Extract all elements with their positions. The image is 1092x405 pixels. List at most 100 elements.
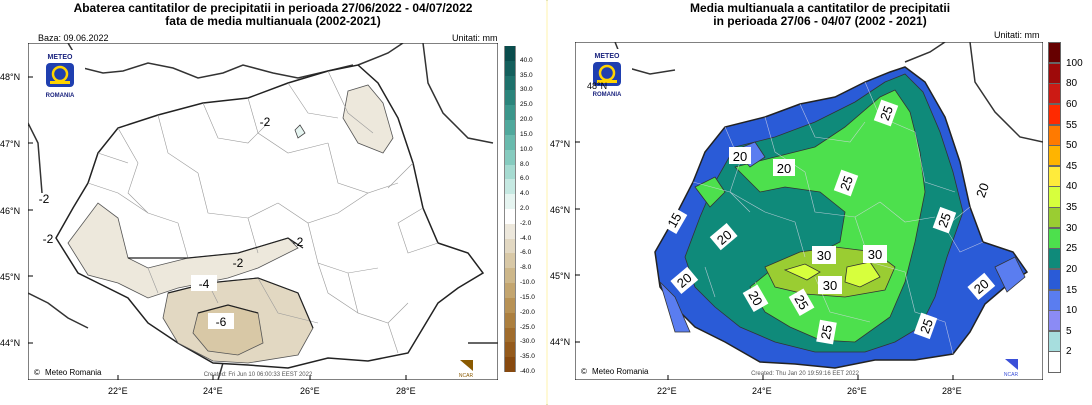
- legend-swatch: [504, 312, 516, 329]
- anomaly-area-west: [67, 202, 299, 299]
- left-map-panel: Abaterea cantitatilor de precipitatii in…: [0, 0, 546, 405]
- contour-label: 20: [973, 181, 992, 200]
- contour-label: 30: [868, 247, 882, 262]
- left-created: Created: Fri Jun 10 06:00:33 EEST 2022: [204, 372, 313, 378]
- legend-swatch: [504, 223, 516, 240]
- legend-swatch: [1048, 207, 1061, 229]
- meteo-romania-logo: METEO ROMANIA: [35, 50, 85, 106]
- legend-swatch: [504, 90, 516, 106]
- legend-label: -35.0: [520, 353, 535, 361]
- right-copyright-text: Meteo Romania: [592, 367, 649, 376]
- contour-label: -2: [43, 232, 54, 246]
- legend-swatch: [1048, 248, 1061, 270]
- meteo-romania-logo: METEO ROMANIA: [582, 49, 632, 105]
- left-copyright-text: Meteo Romania: [45, 368, 102, 377]
- right-lat-46: 46°N: [550, 205, 571, 215]
- contour-label: -6: [216, 315, 227, 329]
- legend-swatch: [504, 179, 516, 195]
- precip-lightblue-east: [994, 256, 1026, 293]
- contour-label: 30: [817, 248, 831, 263]
- legend-label: 5: [1066, 325, 1072, 337]
- legend-label: 20.0: [520, 116, 533, 124]
- legend-swatch: [504, 253, 516, 269]
- right-legend: 100 80 60 55 50 45 40 35 30 25 20 15 10 5 2: [1048, 42, 1092, 376]
- contour-label: 20: [745, 288, 765, 308]
- legend-label: 30.0: [520, 86, 533, 94]
- right-lat-44: 44°N: [550, 337, 571, 347]
- legend-swatch: [1048, 351, 1061, 373]
- svg-text:NCAR: NCAR: [1004, 372, 1019, 378]
- legend-swatch: [504, 105, 516, 121]
- left-lat-44: 44°N: [0, 338, 21, 348]
- left-base-date: Baza: 09.06.2022: [38, 33, 109, 43]
- right-lon-28: 28°E: [942, 386, 962, 396]
- legend-swatch: [504, 134, 516, 151]
- legend-label: -40.0: [520, 368, 535, 375]
- legend-swatch: [1048, 227, 1061, 249]
- legend-swatch: [504, 46, 516, 62]
- svg-text:NCAR: NCAR: [459, 373, 474, 379]
- svg-text:METEO: METEO: [48, 54, 73, 61]
- legend-swatch: [504, 164, 516, 180]
- legend-label: 6.0: [520, 175, 530, 183]
- precip-lightblue-west: [659, 281, 691, 333]
- right-map: 25 20 25 20 15 20 20 25 20 30 30 30 20: [575, 42, 1043, 380]
- legend-label: -25.0: [520, 323, 535, 331]
- legend-swatch: [504, 120, 516, 136]
- legend-label: 4.0: [520, 190, 530, 198]
- ncar-logo: NCAR: [1004, 359, 1019, 378]
- right-lat-47: 47°N: [550, 139, 571, 149]
- legend-label: -2.0: [520, 219, 532, 227]
- right-lon-24: 24°E: [752, 386, 772, 396]
- legend-swatch: [504, 342, 516, 358]
- left-lon-26: 26°E: [300, 386, 320, 396]
- precip-yellowgreen-zone: [783, 263, 821, 281]
- contour-label: 20: [733, 149, 747, 164]
- legend-swatch: [1048, 268, 1061, 290]
- contour-label: -2: [260, 115, 271, 129]
- legend-swatch: [504, 149, 516, 166]
- legend-label: 45: [1066, 160, 1078, 172]
- right-copyright: ©: [581, 367, 587, 376]
- legend-label: 30: [1066, 222, 1078, 234]
- legend-label: 35.0: [520, 71, 533, 79]
- right-lat-48-inner: 48°N: [587, 81, 607, 91]
- legend-label: -15.0: [520, 293, 535, 301]
- left-contour-labels: -2 -2 -2 -2 -2 -4 -6: [39, 115, 304, 329]
- svg-text:ROMANIA: ROMANIA: [593, 92, 622, 98]
- left-title-line2: fata de media multianuala (2002-2021): [165, 14, 381, 28]
- legend-label: -4.0: [520, 234, 532, 242]
- legend-swatch: [1048, 330, 1061, 352]
- legend-label: 55: [1066, 119, 1078, 131]
- left-title-line1: Abaterea cantitatilor de precipitatii in…: [73, 1, 473, 15]
- svg-text:ROMANIA: ROMANIA: [46, 93, 75, 99]
- contour-label: -4: [199, 277, 210, 291]
- legend-swatch: [504, 60, 516, 77]
- legend-label: 20: [1066, 263, 1078, 275]
- left-lat-45: 45°N: [0, 272, 21, 282]
- legend-label: 15.0: [520, 130, 533, 138]
- legend-label: 35: [1066, 202, 1078, 213]
- legend-swatch: [1048, 103, 1061, 125]
- legend-swatch: [1048, 145, 1061, 167]
- legend-swatch: [504, 327, 516, 343]
- legend-swatch: [1048, 289, 1061, 311]
- left-lat-48: 48°N: [0, 72, 21, 82]
- legend-swatch: [1048, 124, 1061, 146]
- contour-label: 25: [935, 211, 954, 230]
- legend-swatch: [1048, 310, 1061, 332]
- right-contour-labels: 25 20 25 20 15 20 20 25 20 30 30 30 20: [661, 99, 996, 345]
- svg-text:METEO: METEO: [595, 53, 620, 60]
- legend-label: 40: [1066, 181, 1078, 193]
- right-title-line1: Media multianuala a cantitatilor de prec…: [689, 1, 951, 15]
- contour-label: -2: [293, 235, 304, 249]
- legend-label: 10.0: [520, 145, 533, 153]
- legend-label: 15: [1066, 284, 1078, 296]
- legend-swatch: [504, 268, 516, 284]
- right-lat-45: 45°N: [550, 271, 571, 281]
- legend-label: 2.0: [520, 205, 530, 212]
- legend-label: 25: [1066, 243, 1078, 255]
- right-title-line2: in perioada 27/06 - 04/07 (2002 - 2021): [713, 14, 927, 28]
- left-legend: 40.0 35.0 30.0 25.0 20.0 15.0 10.0 8.0 6.0 4.0 2.0…: [504, 46, 546, 376]
- left-border-north: [67, 43, 354, 79]
